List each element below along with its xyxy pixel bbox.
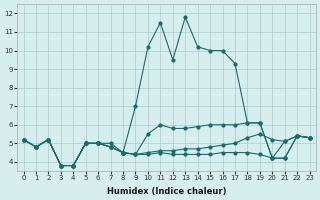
X-axis label: Humidex (Indice chaleur): Humidex (Indice chaleur) xyxy=(107,187,226,196)
